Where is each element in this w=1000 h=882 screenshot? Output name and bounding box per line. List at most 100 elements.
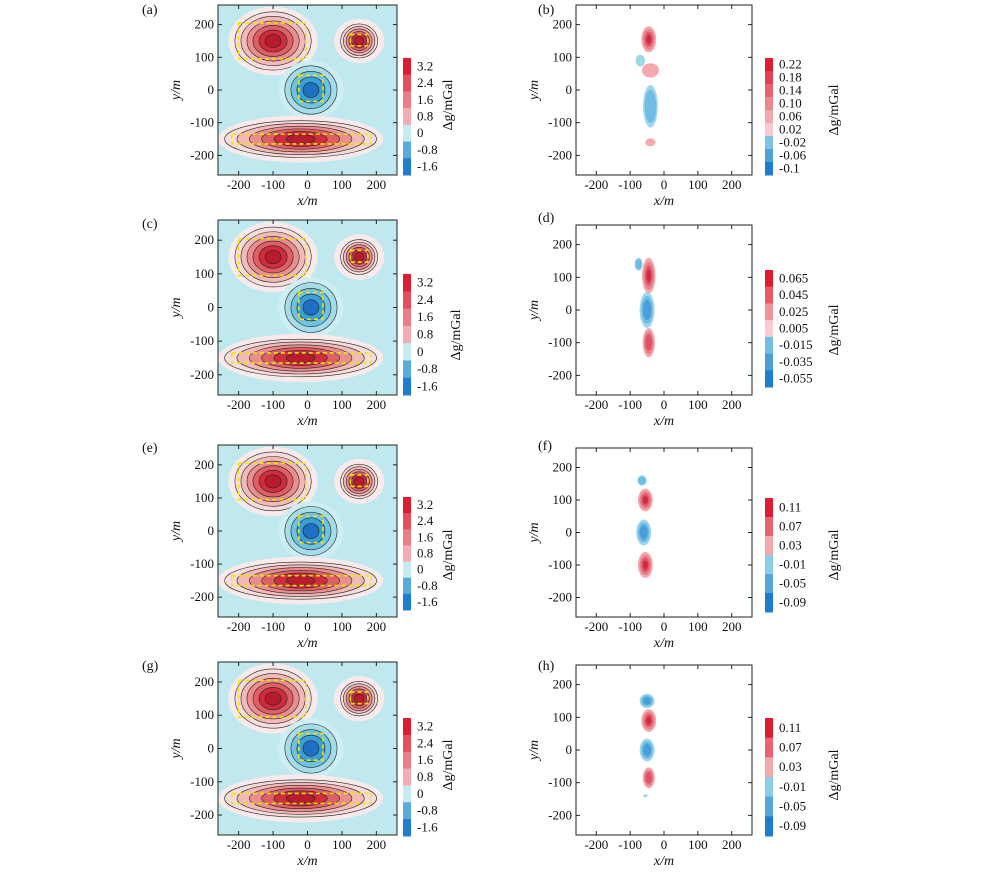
- y-tick-label: 0: [566, 302, 573, 317]
- field-background: [576, 225, 752, 395]
- colorbar-segment: [403, 751, 411, 770]
- colorbar: 3.2 2.4 1.6 0.8 0 -0.8 -1.6 Δg/mGal: [403, 718, 456, 837]
- y-tick-label: 100: [553, 709, 573, 724]
- x-tick-label: -100: [618, 619, 642, 634]
- colorbar-tick-label: 0.11: [779, 720, 801, 735]
- y-tick-label: 100: [195, 707, 215, 722]
- colorbar-segment: [403, 343, 411, 361]
- anomaly: [218, 556, 384, 605]
- colorbar: 0.11 0.07 0.03 -0.01 -0.05 -0.09 Δg/mGal: [765, 718, 842, 837]
- colorbar-tick-label: -0.01: [779, 779, 806, 794]
- y-tick-label: 200: [553, 237, 573, 252]
- y-tick-label: 200: [195, 232, 215, 247]
- colorbar-tick-label: -1.6: [417, 378, 438, 393]
- colorbar-tick-label: 1.6: [417, 309, 434, 324]
- colorbar-segment: [765, 97, 773, 111]
- residual-blob: [641, 709, 657, 733]
- colorbar-segment: [403, 593, 411, 611]
- plot-area: [576, 665, 752, 835]
- anomaly: [228, 663, 318, 734]
- colorbar: 0.065 0.045 0.025 0.005-0.015 -0.035 -0.055 Δg…: [765, 270, 842, 388]
- residual-band: [635, 54, 646, 67]
- colorbar-tick-label: -0.8: [417, 803, 438, 818]
- colorbar-segment: [765, 796, 773, 817]
- panel-label: (f): [538, 439, 552, 454]
- colorbar-segment: [765, 718, 773, 739]
- colorbar-segment: [765, 777, 773, 798]
- colorbar-tick-label: 0.06: [779, 109, 802, 124]
- colorbar-tick-label: 0: [417, 344, 424, 359]
- x-tick-label: 0: [661, 397, 668, 412]
- colorbar-tick-label: -0.8: [417, 142, 438, 157]
- residual-band: [642, 63, 659, 78]
- colorbar-segment: [765, 303, 773, 321]
- colorbar-tick-label: 0: [417, 562, 424, 577]
- residual-blob: [642, 767, 655, 789]
- colorbar-tick-label: 2.4: [417, 75, 434, 90]
- residual-blob: [639, 693, 655, 709]
- colorbar-segment: [765, 336, 773, 355]
- plot-area: [576, 448, 752, 617]
- colorbar-label: Δg/mGal: [827, 84, 842, 135]
- x-tick-label: -100: [618, 177, 642, 192]
- colorbar-label: Δg/mGal: [827, 304, 842, 355]
- residual-blob: [643, 794, 648, 798]
- colorbar-tick-label: 0.03: [779, 759, 802, 774]
- colorbar-segment: [765, 110, 773, 124]
- contour-band: [302, 740, 320, 757]
- y-tick-label: -100: [548, 557, 572, 572]
- colorbar-segment: [403, 308, 411, 327]
- source-outline: [237, 237, 307, 277]
- anomaly: [218, 774, 384, 823]
- source-outline: [298, 74, 324, 103]
- residual-band: [635, 259, 642, 270]
- source-outline: [237, 22, 307, 60]
- contour-band: [264, 34, 282, 48]
- panel-label: (h): [538, 659, 555, 674]
- residual-blob: [639, 738, 655, 762]
- colorbar-tick-label: -0.05: [779, 799, 806, 814]
- y-axis-label: y/m: [169, 297, 184, 319]
- colorbar-tick-label: -0.1: [779, 161, 800, 176]
- residual-band: [639, 525, 648, 540]
- colorbar: 3.2 2.4 1.6 0.8 0 -0.8 -1.6 Δg/mGal: [403, 274, 464, 396]
- colorbar-segment: [403, 158, 411, 176]
- colorbar-segment: [765, 593, 773, 613]
- source-outline: [230, 574, 372, 587]
- x-tick-label: -100: [261, 837, 285, 852]
- colorbar-segment: [765, 517, 773, 537]
- x-axis-label: x/m: [653, 414, 674, 429]
- colorbar-segment: [765, 574, 773, 594]
- plot-area: [218, 220, 397, 395]
- colorbar-tick-label: -0.8: [417, 361, 438, 376]
- residual-band: [642, 496, 648, 504]
- x-axis-label: x/m: [296, 636, 317, 651]
- contour-band: [264, 250, 282, 264]
- y-tick-label: 200: [195, 457, 215, 472]
- panel-label: (a): [142, 3, 158, 18]
- x-axis-label: x/m: [653, 854, 674, 869]
- colorbar: 0.220.180.140.100.060.02-0.02-0.06-0.1 Δg…: [765, 57, 842, 176]
- residual-band: [645, 334, 653, 351]
- anomaly: [228, 221, 318, 293]
- anomaly: [218, 333, 384, 383]
- colorbar-segment: [403, 108, 411, 126]
- colorbar-segment: [765, 737, 773, 758]
- colorbar-tick-label: 3.2: [417, 275, 433, 290]
- x-tick-label: 0: [304, 177, 311, 192]
- panel-label: (c): [142, 217, 158, 232]
- colorbar-segment: [403, 74, 411, 92]
- y-tick-label: -100: [190, 774, 214, 789]
- contour-band: [354, 252, 365, 262]
- residual-band: [638, 476, 646, 485]
- y-axis-label: y/m: [527, 740, 542, 762]
- anomaly: [228, 446, 318, 517]
- source-outline: [298, 732, 324, 761]
- x-tick-label: -200: [584, 619, 608, 634]
- source-outline: [349, 249, 369, 263]
- colorbar-tick-label: 0.07: [779, 740, 802, 755]
- colorbar-segment: [765, 536, 773, 556]
- y-tick-label: 100: [195, 266, 215, 281]
- anomaly: [334, 18, 385, 64]
- y-tick-label: -200: [548, 147, 572, 162]
